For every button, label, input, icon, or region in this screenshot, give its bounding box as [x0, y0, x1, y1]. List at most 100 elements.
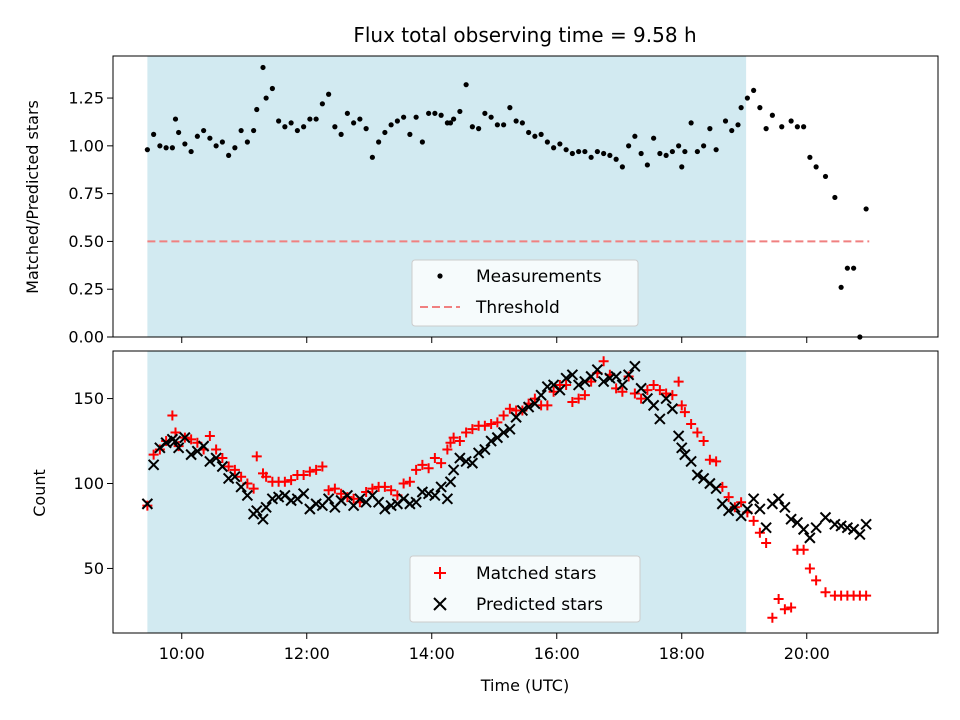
measurement-point [332, 124, 338, 130]
predicted-star-point [760, 521, 772, 534]
measurement-point [544, 139, 550, 145]
x-axis-label: Time (UTC) [480, 676, 569, 695]
predicted-star-point [241, 489, 254, 502]
matched-star-point [211, 444, 222, 455]
predicted-star-point [454, 452, 466, 464]
measurement-point [638, 150, 644, 157]
measurement-point [682, 148, 688, 155]
measurement-point [338, 131, 344, 137]
measurement-point [613, 156, 619, 162]
matched-star-point [723, 492, 734, 503]
measurement-point [644, 162, 650, 168]
matched-star-point [379, 481, 390, 492]
top-y-axis-label: Matched/Predicted stars [23, 100, 42, 294]
measurement-point [594, 148, 600, 155]
matched-star-point [736, 497, 747, 508]
measurement-point [269, 85, 275, 92]
predicted-star-point [169, 435, 182, 447]
predicted-star-point [172, 442, 185, 454]
predicted-star-point [260, 501, 272, 513]
measurement-point [532, 133, 538, 139]
measurement-point [476, 126, 482, 132]
predicted-star-point [785, 513, 797, 525]
top-x-ticks [181, 337, 808, 343]
measurement-point [651, 135, 657, 141]
measurement-point [426, 110, 432, 116]
x-tick-label: 20:00 [784, 644, 830, 663]
measurement-point [182, 141, 188, 147]
measurement-point [301, 124, 307, 130]
predicted-star-point [257, 513, 269, 525]
matched-star-point [786, 602, 797, 613]
measurement-point [357, 116, 363, 122]
predicted-star-point [554, 384, 566, 396]
matched-star-point [236, 471, 247, 482]
predicted-star-point [729, 501, 741, 513]
measurement-point [376, 139, 382, 145]
predicted-star-point [485, 435, 497, 447]
matched-star-point [248, 483, 259, 494]
measurement-point [688, 120, 694, 126]
predicted-star-point [297, 487, 310, 500]
matched-star-point [804, 563, 815, 574]
measurement-point [794, 124, 800, 130]
matched-star-point [679, 407, 690, 418]
x-tick-label: 16:00 [534, 644, 580, 663]
matched-star-point [479, 420, 490, 431]
matched-star-point [154, 444, 165, 455]
matched-star-point [454, 436, 465, 447]
legend-matched-label: Matched stars [476, 564, 596, 584]
measurement-point [294, 127, 300, 134]
y-tick-label: 1.00 [68, 136, 104, 155]
measurement-point [863, 206, 869, 212]
measurement-point [344, 110, 350, 116]
predicted-star-point [435, 481, 447, 493]
matched-star-point [704, 454, 715, 465]
predicted-star-point [854, 528, 866, 541]
measurement-point [744, 95, 750, 101]
predicted-star-point [466, 457, 479, 469]
matched-star-point [648, 379, 659, 390]
measurement-point [251, 127, 257, 134]
measurement-point [432, 110, 438, 116]
matched-star-point [748, 515, 759, 526]
measurement-point [326, 91, 332, 97]
measurement-point [751, 87, 757, 94]
matched-star-point [811, 575, 822, 586]
bottom-panel: Count Time (UTC) 50 100 150 10:00 12:00 14:0… [30, 350, 939, 695]
predicted-star-point [591, 363, 604, 376]
measurement-point [169, 145, 175, 151]
measurement-point [657, 150, 663, 157]
y-tick-label: 100 [73, 474, 104, 493]
matched-star-point [167, 410, 178, 421]
predicted-star-point [141, 498, 154, 510]
measurement-point [482, 110, 488, 116]
matched-star-point [492, 417, 503, 428]
bottom-y-axis-label: Count [30, 469, 49, 517]
matched-star-point [779, 604, 790, 615]
predicted-star-point [197, 440, 210, 452]
predicted-star-point [660, 392, 672, 405]
measurement-point [163, 145, 169, 151]
matched-star-point [442, 444, 453, 455]
measurement-point [851, 265, 857, 271]
predicted-star-point [566, 369, 579, 381]
matched-star-point [411, 464, 422, 475]
matched-star-point [654, 385, 665, 396]
predicted-star-point [354, 493, 366, 505]
matched-star-point [579, 390, 590, 401]
matched-star-point [504, 403, 515, 414]
measurement-point [729, 127, 735, 134]
predicted-star-point [179, 431, 191, 444]
measurement-point [676, 143, 682, 149]
measurement-point [519, 120, 525, 126]
measurement-point [288, 120, 294, 126]
predicted-star-point [529, 397, 541, 410]
matched-star-point [692, 427, 703, 438]
predicted-star-point [666, 403, 679, 415]
predicted-star-point [741, 503, 754, 515]
y-tick-label: 0.50 [68, 232, 104, 251]
matched-star-point [861, 590, 872, 601]
matched-star-point [223, 461, 234, 472]
